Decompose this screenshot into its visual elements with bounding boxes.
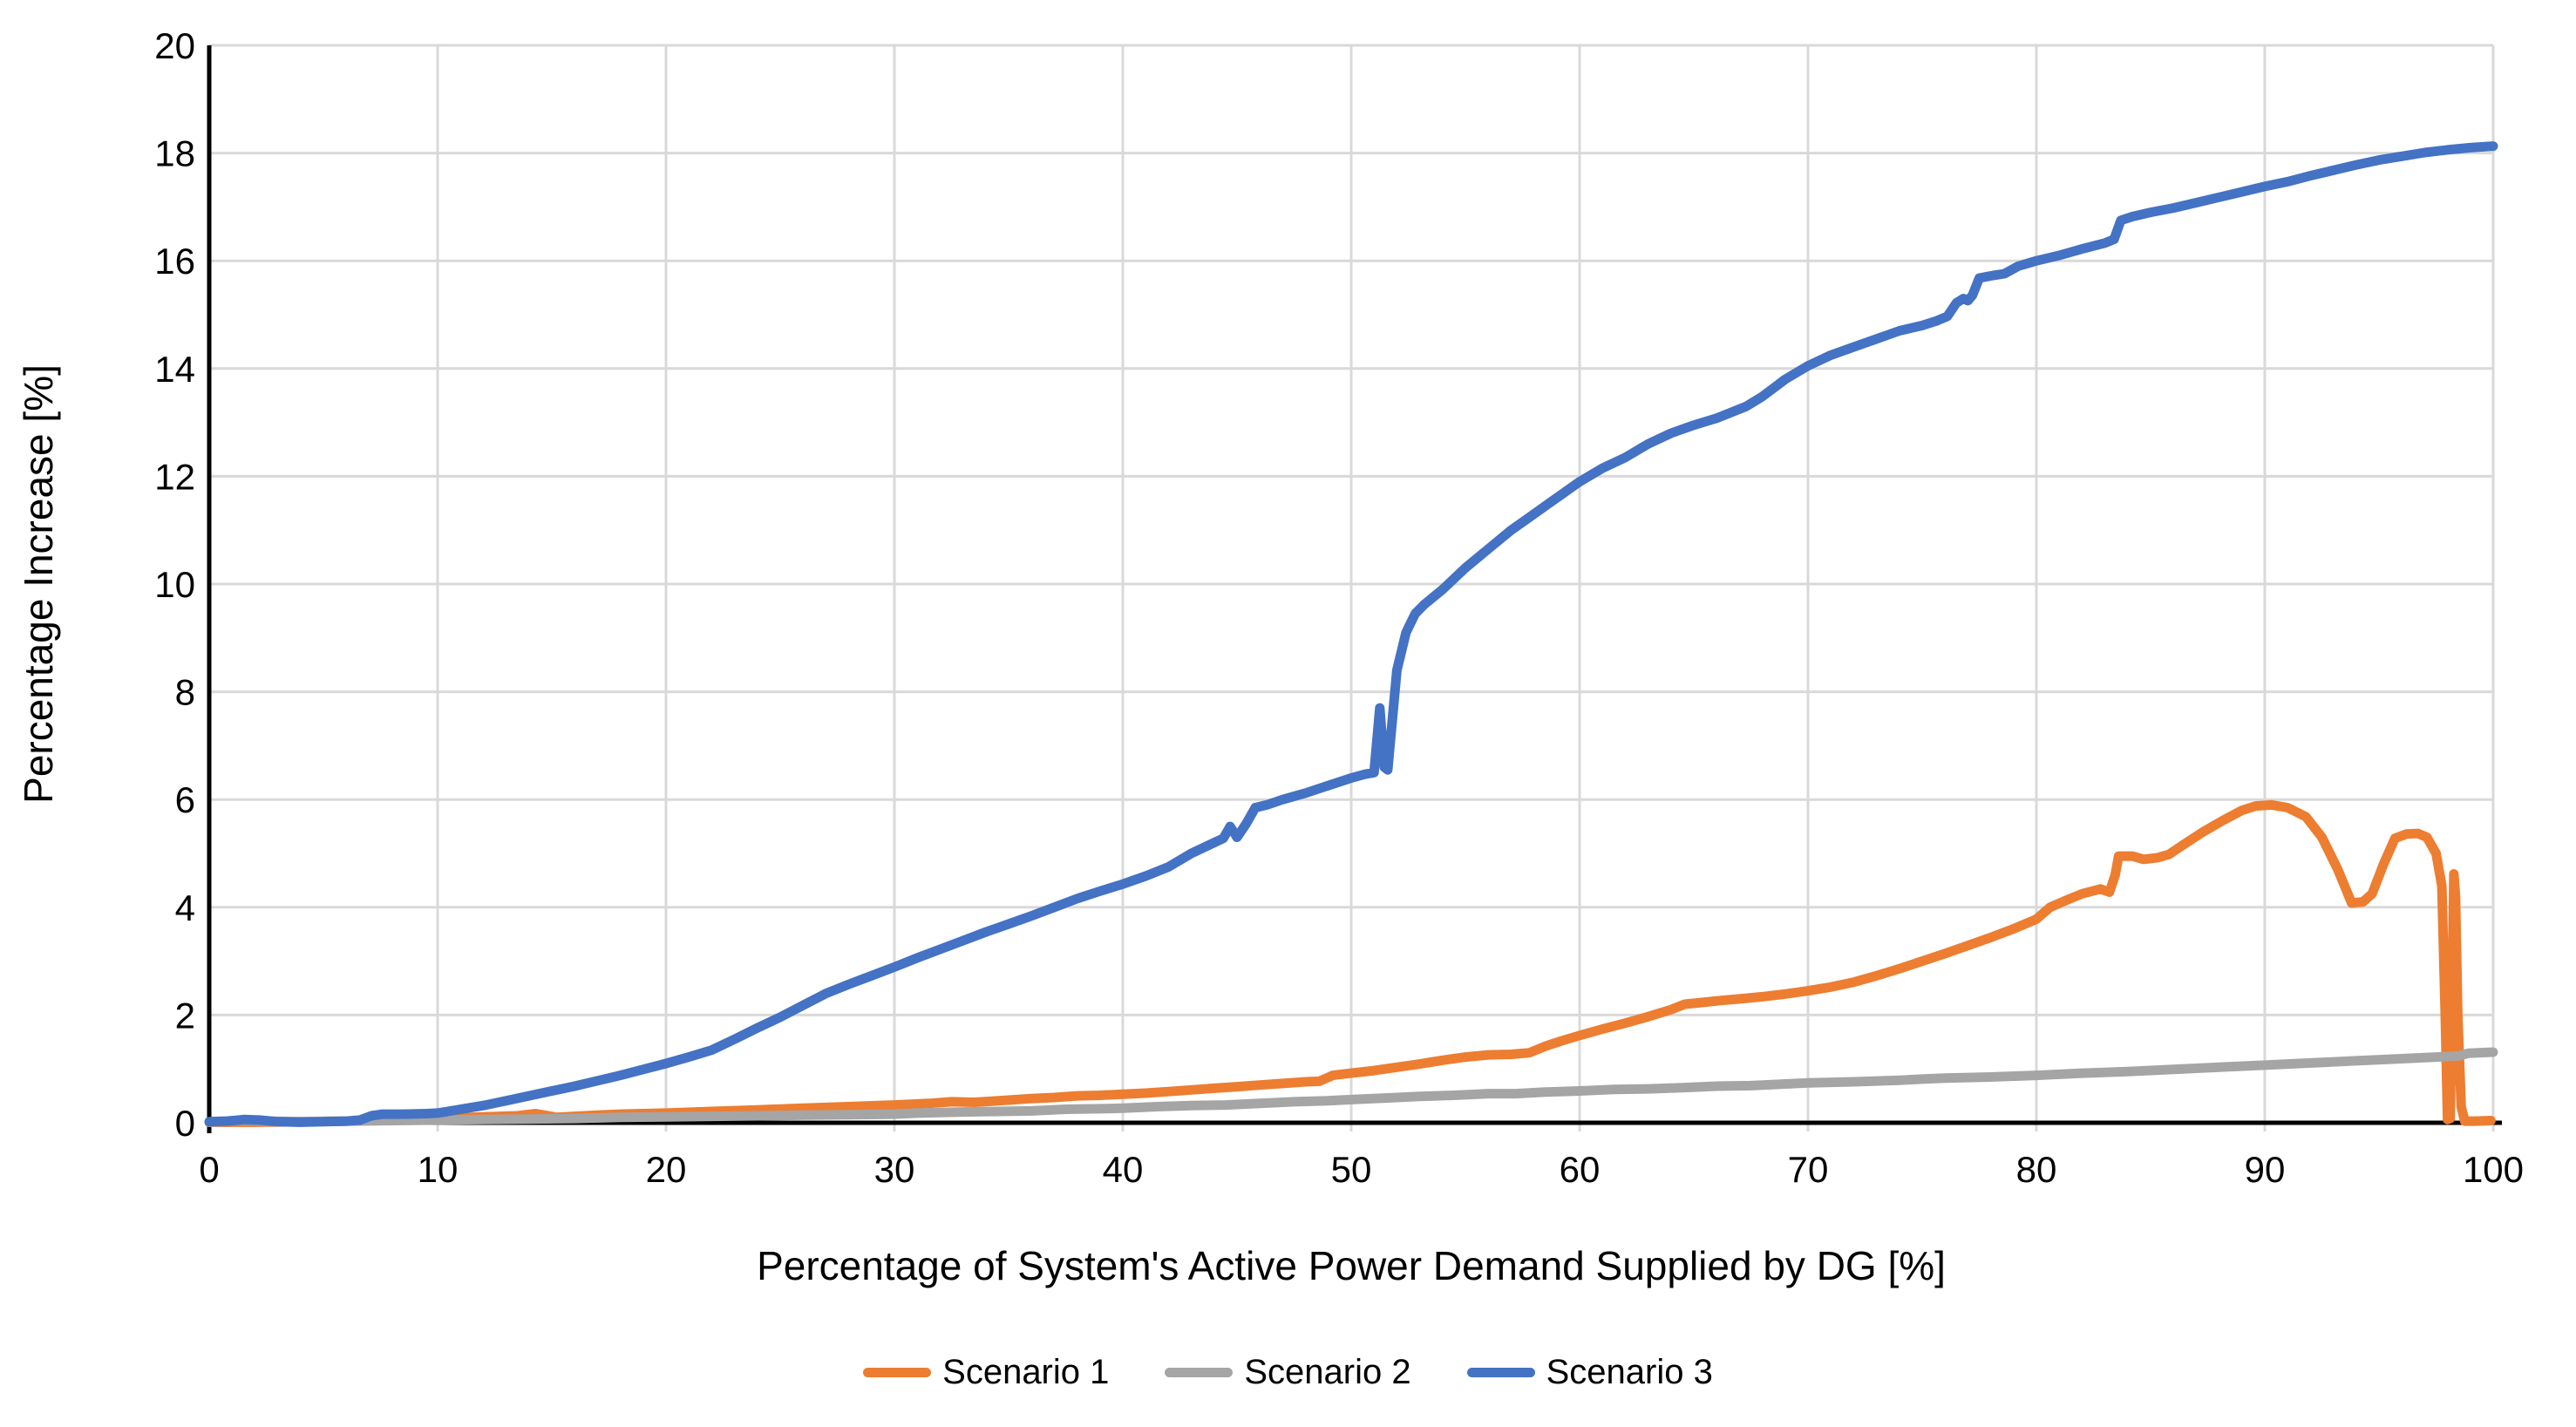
y-tick-label: 8 xyxy=(175,672,195,713)
y-tick-label: 6 xyxy=(175,779,195,820)
legend-item-scenario-2: Scenario 2 xyxy=(1165,1353,1411,1392)
y-tick-label: 2 xyxy=(175,995,195,1036)
series-line-scenario-1 xyxy=(204,799,2496,1127)
gridlines xyxy=(209,44,2495,1131)
x-tick-label: 90 xyxy=(2245,1149,2286,1190)
series-line-scenario-3 xyxy=(204,141,2498,1127)
chart-legend: Scenario 1 Scenario 2 Scenario 3 xyxy=(0,1353,2576,1392)
series-line-scenario-2 xyxy=(204,1047,2498,1127)
tick-labels: 0 2 4 6 8 10 12 14 16 18 20 0 10 20 30 40 50 60 70 80 90 100 xyxy=(154,25,2524,1190)
series-lines xyxy=(204,141,2498,1127)
legend-swatch xyxy=(1466,1368,1535,1377)
y-tick-label: 20 xyxy=(154,25,195,66)
legend-label: Scenario 2 xyxy=(1244,1353,1411,1391)
x-tick-label: 0 xyxy=(199,1149,219,1190)
x-tick-label: 70 xyxy=(1788,1149,1829,1190)
y-tick-label: 0 xyxy=(175,1103,195,1144)
x-tick-label: 50 xyxy=(1331,1149,1372,1190)
x-tick-label: 60 xyxy=(1560,1149,1601,1190)
x-axis-title: Percentage of System's Active Power Dema… xyxy=(757,1243,1946,1288)
x-tick-label: 80 xyxy=(2016,1149,2057,1190)
y-axis-title: Percentage Increase [%] xyxy=(16,364,61,804)
x-tick-label: 10 xyxy=(418,1149,459,1190)
x-tick-label: 20 xyxy=(646,1149,687,1190)
y-tick-label: 4 xyxy=(175,887,195,928)
legend-swatch xyxy=(863,1368,932,1377)
y-tick-label: 12 xyxy=(154,456,195,497)
legend-item-scenario-1: Scenario 1 xyxy=(863,1353,1109,1392)
x-tick-label: 30 xyxy=(874,1149,915,1190)
legend-swatch xyxy=(1165,1368,1234,1377)
y-tick-label: 10 xyxy=(154,564,195,605)
legend-item-scenario-3: Scenario 3 xyxy=(1466,1353,1713,1392)
y-tick-label: 18 xyxy=(154,133,195,174)
y-tick-label: 14 xyxy=(154,349,195,390)
y-tick-label: 16 xyxy=(154,241,195,282)
legend-label: Scenario 1 xyxy=(942,1353,1110,1391)
x-tick-label: 100 xyxy=(2463,1149,2524,1190)
legend-label: Scenario 3 xyxy=(1546,1353,1713,1391)
x-tick-label: 40 xyxy=(1103,1149,1144,1190)
